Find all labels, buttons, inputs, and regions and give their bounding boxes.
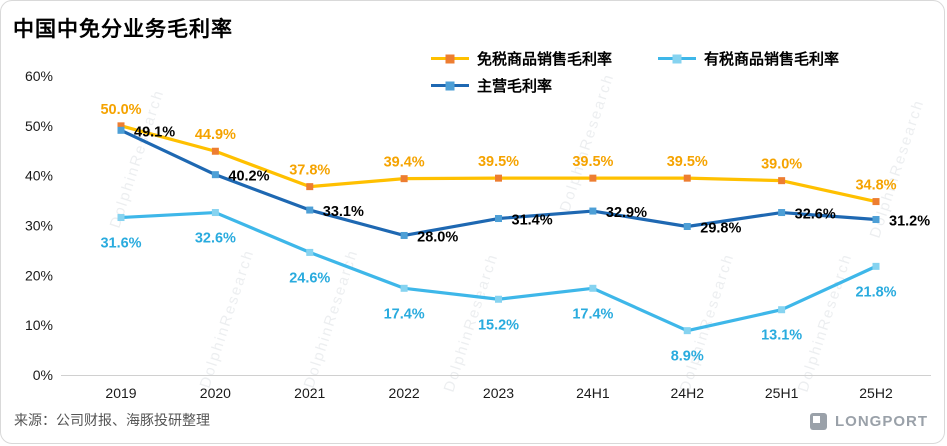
y-axis-tick-label: 10% xyxy=(25,317,53,333)
main-value-label: 29.8% xyxy=(700,220,741,236)
taxed-marker xyxy=(683,327,691,335)
longport-icon xyxy=(810,413,827,430)
legend-marker-icon xyxy=(431,54,469,63)
legend-marker-icon xyxy=(431,81,469,90)
legend-item-taxed: 有税商品销售毛利率 xyxy=(658,48,839,69)
main-value-label: 32.6% xyxy=(795,207,836,223)
duty-free-marker xyxy=(872,198,880,206)
chart-title: 中国中免分业务毛利率 xyxy=(13,18,233,41)
duty-free-marker xyxy=(778,177,786,185)
main-marker xyxy=(872,216,880,224)
duty-free-marker xyxy=(589,174,597,182)
taxed-marker xyxy=(306,248,314,256)
main-marker xyxy=(117,126,125,134)
taxed-value-label: 8.9% xyxy=(671,349,704,365)
x-axis-tick-label: 2019 xyxy=(105,385,136,401)
legend-marker-square-icon xyxy=(445,81,455,90)
taxed-value-label: 13.1% xyxy=(761,328,802,344)
main-value-label: 33.1% xyxy=(323,204,364,220)
taxed-value-label: 24.6% xyxy=(289,270,330,286)
y-axis-tick-label: 40% xyxy=(25,168,53,184)
x-axis-tick-label: 25H1 xyxy=(765,385,799,401)
duty-free-value-label: 39.0% xyxy=(761,157,802,173)
main-value-label: 32.9% xyxy=(606,205,647,221)
duty-free-marker xyxy=(117,122,125,130)
main-marker xyxy=(495,215,502,223)
duty-free-value-label: 37.8% xyxy=(289,163,330,179)
taxed-value-label: 32.6% xyxy=(195,231,236,247)
taxed-value-label: 17.4% xyxy=(572,306,613,322)
main-value-label: 40.2% xyxy=(228,169,269,185)
x-axis-tick-label: 2020 xyxy=(200,385,231,401)
longport-label: LONGPORT xyxy=(835,413,928,430)
taxed-value-label: 17.4% xyxy=(384,306,425,322)
x-axis-tick-label: 24H2 xyxy=(671,385,705,401)
x-axis-tick-label: 2023 xyxy=(483,385,514,401)
x-axis-tick-label: 24H1 xyxy=(576,385,610,401)
legend-marker-icon xyxy=(658,54,697,63)
watermark: DolphinResearch xyxy=(795,251,856,394)
legend-label: 免税商品销售毛利率 xyxy=(477,51,613,68)
main-marker xyxy=(211,171,219,179)
x-axis-tick-label: 2022 xyxy=(389,385,420,401)
taxed-marker xyxy=(400,284,408,292)
legend-marker-square-icon xyxy=(672,54,682,63)
duty-free-value-label: 50.0% xyxy=(100,102,141,118)
duty-free-value-label: 44.9% xyxy=(195,127,236,143)
taxed-marker xyxy=(495,295,502,303)
duty-free-value-label: 34.8% xyxy=(855,178,896,194)
main-value-label: 31.2% xyxy=(889,214,930,230)
taxed-value-label: 31.6% xyxy=(100,236,141,252)
main-value-label: 28.0% xyxy=(417,229,458,245)
taxed-value-label: 15.2% xyxy=(478,317,519,333)
x-axis-tick-label: 2021 xyxy=(294,385,325,401)
legend-label: 主营毛利率 xyxy=(477,78,553,95)
legend-label: 有税商品销售毛利率 xyxy=(704,51,840,68)
taxed-value-label: 21.8% xyxy=(855,284,896,300)
source-note: 来源：公司财报、海豚投研整理 xyxy=(14,412,210,428)
main-marker xyxy=(683,222,691,230)
duty-free-marker xyxy=(306,183,314,191)
main-marker xyxy=(400,231,408,239)
legend-row: 主营毛利率 xyxy=(431,72,839,99)
duty-free-marker xyxy=(683,174,691,182)
main-marker xyxy=(589,207,597,215)
taxed-marker xyxy=(778,306,786,314)
duty-free-value-label: 39.4% xyxy=(384,155,425,171)
duty-free-marker xyxy=(495,174,502,182)
duty-free-marker xyxy=(211,147,219,155)
main-marker xyxy=(778,209,786,217)
watermark: DolphinResearch xyxy=(557,71,618,214)
taxed-marker xyxy=(211,209,219,217)
duty-free-value-label: 39.5% xyxy=(572,154,613,170)
watermark: DolphinResearch xyxy=(197,247,258,390)
legend-item-main: 主营毛利率 xyxy=(431,75,552,96)
taxed-marker xyxy=(117,214,125,222)
duty-free-value-label: 39.5% xyxy=(667,154,708,170)
y-axis-tick-label: 60% xyxy=(25,68,53,84)
legend-item-duty-free: 免税商品销售毛利率 xyxy=(431,48,612,69)
longport-logo: LONGPORT xyxy=(810,413,928,430)
taxed-marker xyxy=(872,262,880,270)
main-value-label: 49.1% xyxy=(134,124,175,140)
legend-row: 免税商品销售毛利率 有税商品销售毛利率 xyxy=(431,45,839,72)
duty-free-value-label: 39.5% xyxy=(478,154,519,170)
legend-marker-square-icon xyxy=(445,54,455,63)
y-axis-tick-label: 50% xyxy=(25,118,53,134)
y-axis-tick-label: 20% xyxy=(25,267,53,283)
x-axis-tick-label: 25H2 xyxy=(859,385,893,401)
y-axis-tick-label: 30% xyxy=(25,218,53,234)
duty-free-marker xyxy=(400,175,408,183)
y-axis-tick-label: 0% xyxy=(33,367,53,383)
main-value-label: 31.4% xyxy=(512,213,553,229)
taxed-marker xyxy=(589,284,597,292)
main-marker xyxy=(306,206,314,214)
legend: 免税商品销售毛利率 有税商品销售毛利率 主营毛利率 xyxy=(431,45,839,99)
